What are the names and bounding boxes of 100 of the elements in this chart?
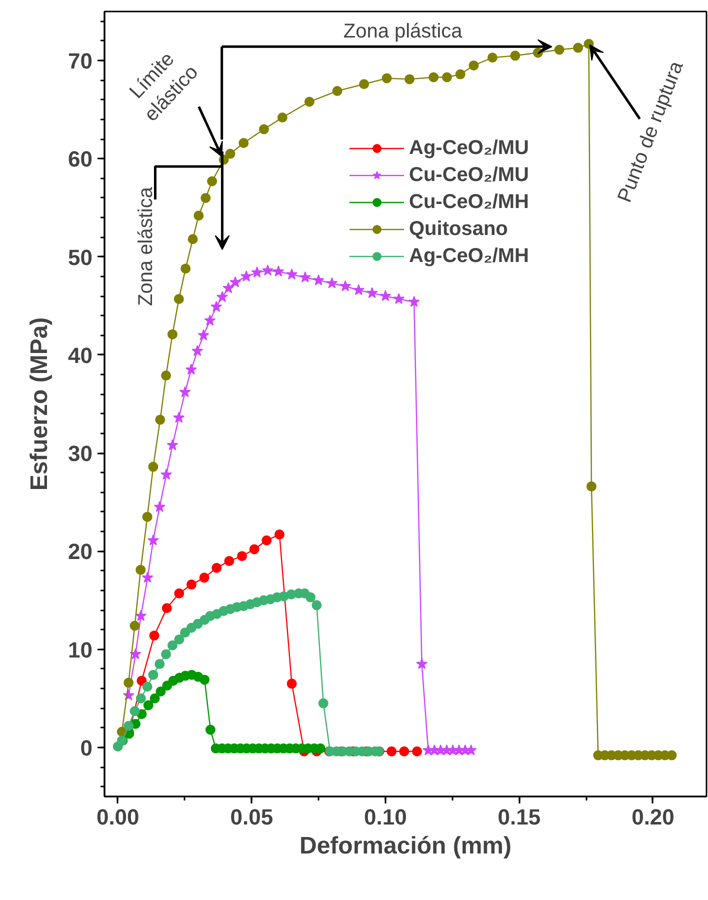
point [130, 706, 140, 716]
point [277, 112, 288, 122]
point [380, 290, 392, 302]
y-tick-label: 10 [68, 637, 93, 662]
point [173, 412, 185, 423]
x-tick-label: 0.20 [632, 804, 674, 830]
point [166, 439, 178, 450]
point [468, 60, 479, 70]
point [465, 744, 477, 756]
point [207, 176, 218, 186]
point [142, 572, 154, 583]
point [262, 535, 272, 546]
point [249, 544, 260, 554]
point [188, 234, 198, 244]
point [340, 280, 352, 292]
legend-label: Cu-CeO₂/MU [409, 163, 529, 187]
y-axis-title: Esfuerzo (MPa) [26, 317, 54, 491]
point [666, 750, 677, 760]
x-axis-title: Deformación (mm) [299, 832, 512, 860]
point [510, 50, 520, 61]
y-tick-label: 60 [68, 146, 93, 172]
point [359, 79, 370, 90]
annotation: Zona plástica [343, 20, 464, 43]
x-tick-label: 0.05 [230, 804, 274, 830]
point [318, 698, 328, 708]
point [155, 414, 166, 425]
point [286, 268, 298, 280]
point [147, 534, 159, 546]
point [161, 370, 172, 381]
point [272, 266, 284, 276]
point [192, 345, 204, 356]
point [180, 264, 191, 274]
point [442, 72, 452, 82]
x-tick-label: 0.10 [364, 804, 407, 830]
point [224, 556, 234, 566]
point [204, 314, 216, 326]
point [554, 44, 564, 55]
point [136, 564, 146, 575]
point [199, 572, 210, 583]
point [393, 293, 405, 304]
legend-label: Quitosano [409, 217, 508, 241]
point [416, 658, 428, 669]
point [143, 700, 154, 710]
point [200, 674, 210, 685]
point [408, 296, 420, 307]
point [312, 600, 322, 610]
point [174, 634, 184, 644]
y-tick-label: 30 [68, 441, 93, 466]
point [154, 659, 165, 670]
point [174, 294, 184, 304]
point [162, 603, 172, 614]
point [200, 192, 211, 203]
point [124, 678, 134, 688]
y-tick-label: 70 [68, 48, 93, 74]
point [194, 210, 204, 221]
point [326, 277, 338, 288]
legend-label: Cu-CeO₂/MH [409, 190, 529, 214]
point [136, 676, 147, 686]
point [382, 73, 392, 84]
point [154, 501, 166, 512]
point [149, 630, 160, 641]
point [167, 329, 178, 340]
point [222, 282, 234, 294]
point [352, 284, 364, 296]
point [124, 720, 134, 731]
point [179, 386, 191, 398]
point [225, 148, 236, 159]
point [412, 746, 422, 756]
point [306, 592, 316, 602]
point [130, 620, 140, 631]
legend-label: Ag-CeO₂/MH [409, 244, 529, 268]
y-tick-label: 50 [68, 244, 93, 270]
point [312, 274, 324, 286]
point [174, 588, 184, 598]
point [262, 264, 274, 276]
point [185, 364, 197, 375]
point [186, 580, 196, 590]
x-tick-label: 0.15 [498, 804, 541, 830]
point [212, 562, 222, 573]
point [240, 270, 252, 282]
point [167, 640, 178, 650]
point [148, 670, 158, 680]
point [156, 686, 166, 696]
point [399, 746, 410, 756]
point [487, 52, 498, 63]
point [142, 512, 152, 522]
point [586, 481, 596, 492]
point [251, 266, 263, 278]
point [210, 300, 222, 312]
point [573, 42, 584, 53]
point [198, 329, 210, 340]
legend-label: Ag-CeO₂/MU [409, 136, 529, 160]
point [237, 551, 248, 562]
point [180, 628, 190, 638]
y-tick-label: 0 [80, 735, 93, 760]
point [299, 271, 311, 282]
point [455, 69, 466, 80]
annotation: Punto de ruptura [614, 58, 688, 206]
y-tick-label: 40 [68, 342, 93, 368]
point [136, 693, 146, 704]
